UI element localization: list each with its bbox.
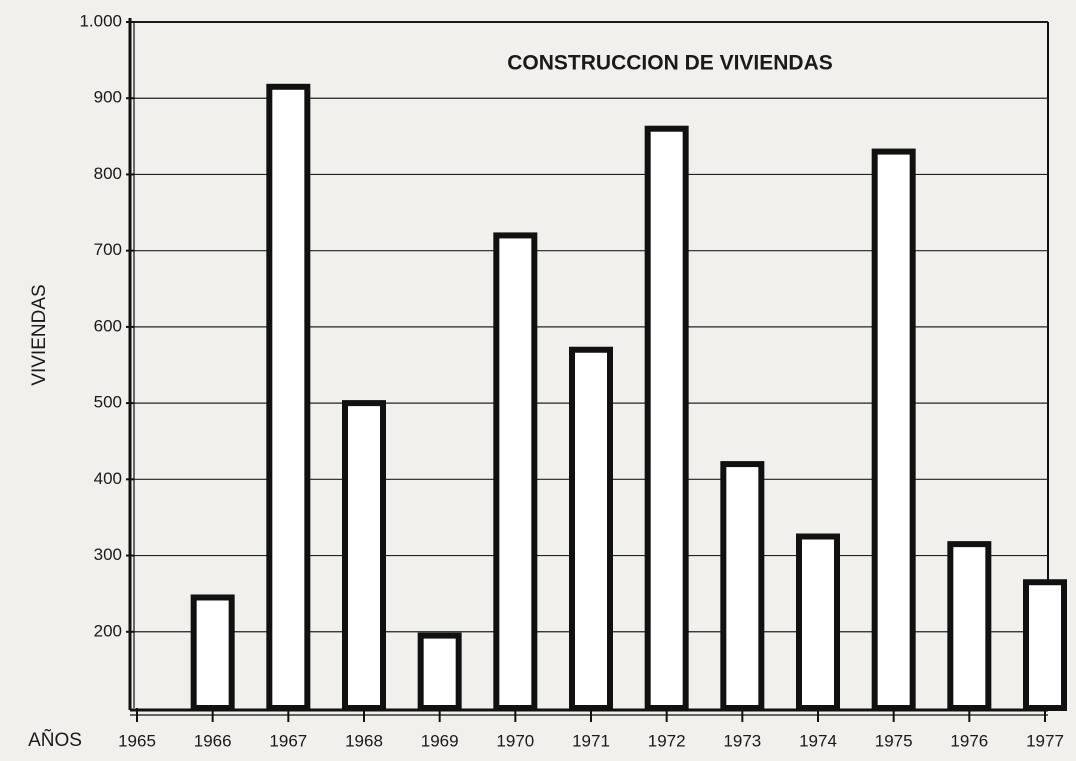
x-tick-label: 1967 xyxy=(269,731,307,750)
bar xyxy=(947,541,992,711)
y-tick-label: 600 xyxy=(94,316,122,335)
y-tick-label: 900 xyxy=(94,88,122,107)
bar xyxy=(190,594,235,712)
x-tick-label: 1970 xyxy=(496,731,534,750)
x-tick-label: 1973 xyxy=(723,731,761,750)
bar xyxy=(342,400,386,711)
x-tick-label: 1975 xyxy=(875,731,913,750)
bar xyxy=(871,148,916,712)
bar xyxy=(266,83,311,712)
bar xyxy=(417,632,462,711)
y-axis-label: VIVIENDAS xyxy=(29,284,50,385)
y-tick-label: 500 xyxy=(94,393,122,412)
x-tick-label: 1977 xyxy=(1026,731,1064,750)
bar xyxy=(493,232,538,712)
y-tick-label: 800 xyxy=(94,164,122,183)
x-tick-label: 1976 xyxy=(950,731,988,750)
x-tick-label: 1974 xyxy=(799,731,837,750)
y-tick-label: 300 xyxy=(94,545,122,564)
x-tick-label: 1971 xyxy=(572,731,610,750)
x-tick-label: 1968 xyxy=(345,731,383,750)
bar xyxy=(720,461,765,712)
x-tick-label: 1972 xyxy=(648,731,686,750)
y-tick-label: 1.000 xyxy=(79,11,122,30)
bar xyxy=(796,533,840,711)
y-tick-label: 700 xyxy=(94,240,122,259)
bar xyxy=(644,125,689,711)
x-tick-label: 1969 xyxy=(421,731,459,750)
x-tick-label: 1966 xyxy=(194,731,232,750)
bar xyxy=(1023,579,1067,712)
bar xyxy=(569,346,613,711)
x-tick-label: 1965 xyxy=(118,731,156,750)
x-axis-label: AÑOS xyxy=(28,729,82,751)
chart-title: CONSTRUCCION DE VIVIENDAS xyxy=(507,52,833,75)
y-tick-label: 400 xyxy=(94,469,122,488)
y-tick-label: 200 xyxy=(94,621,122,640)
